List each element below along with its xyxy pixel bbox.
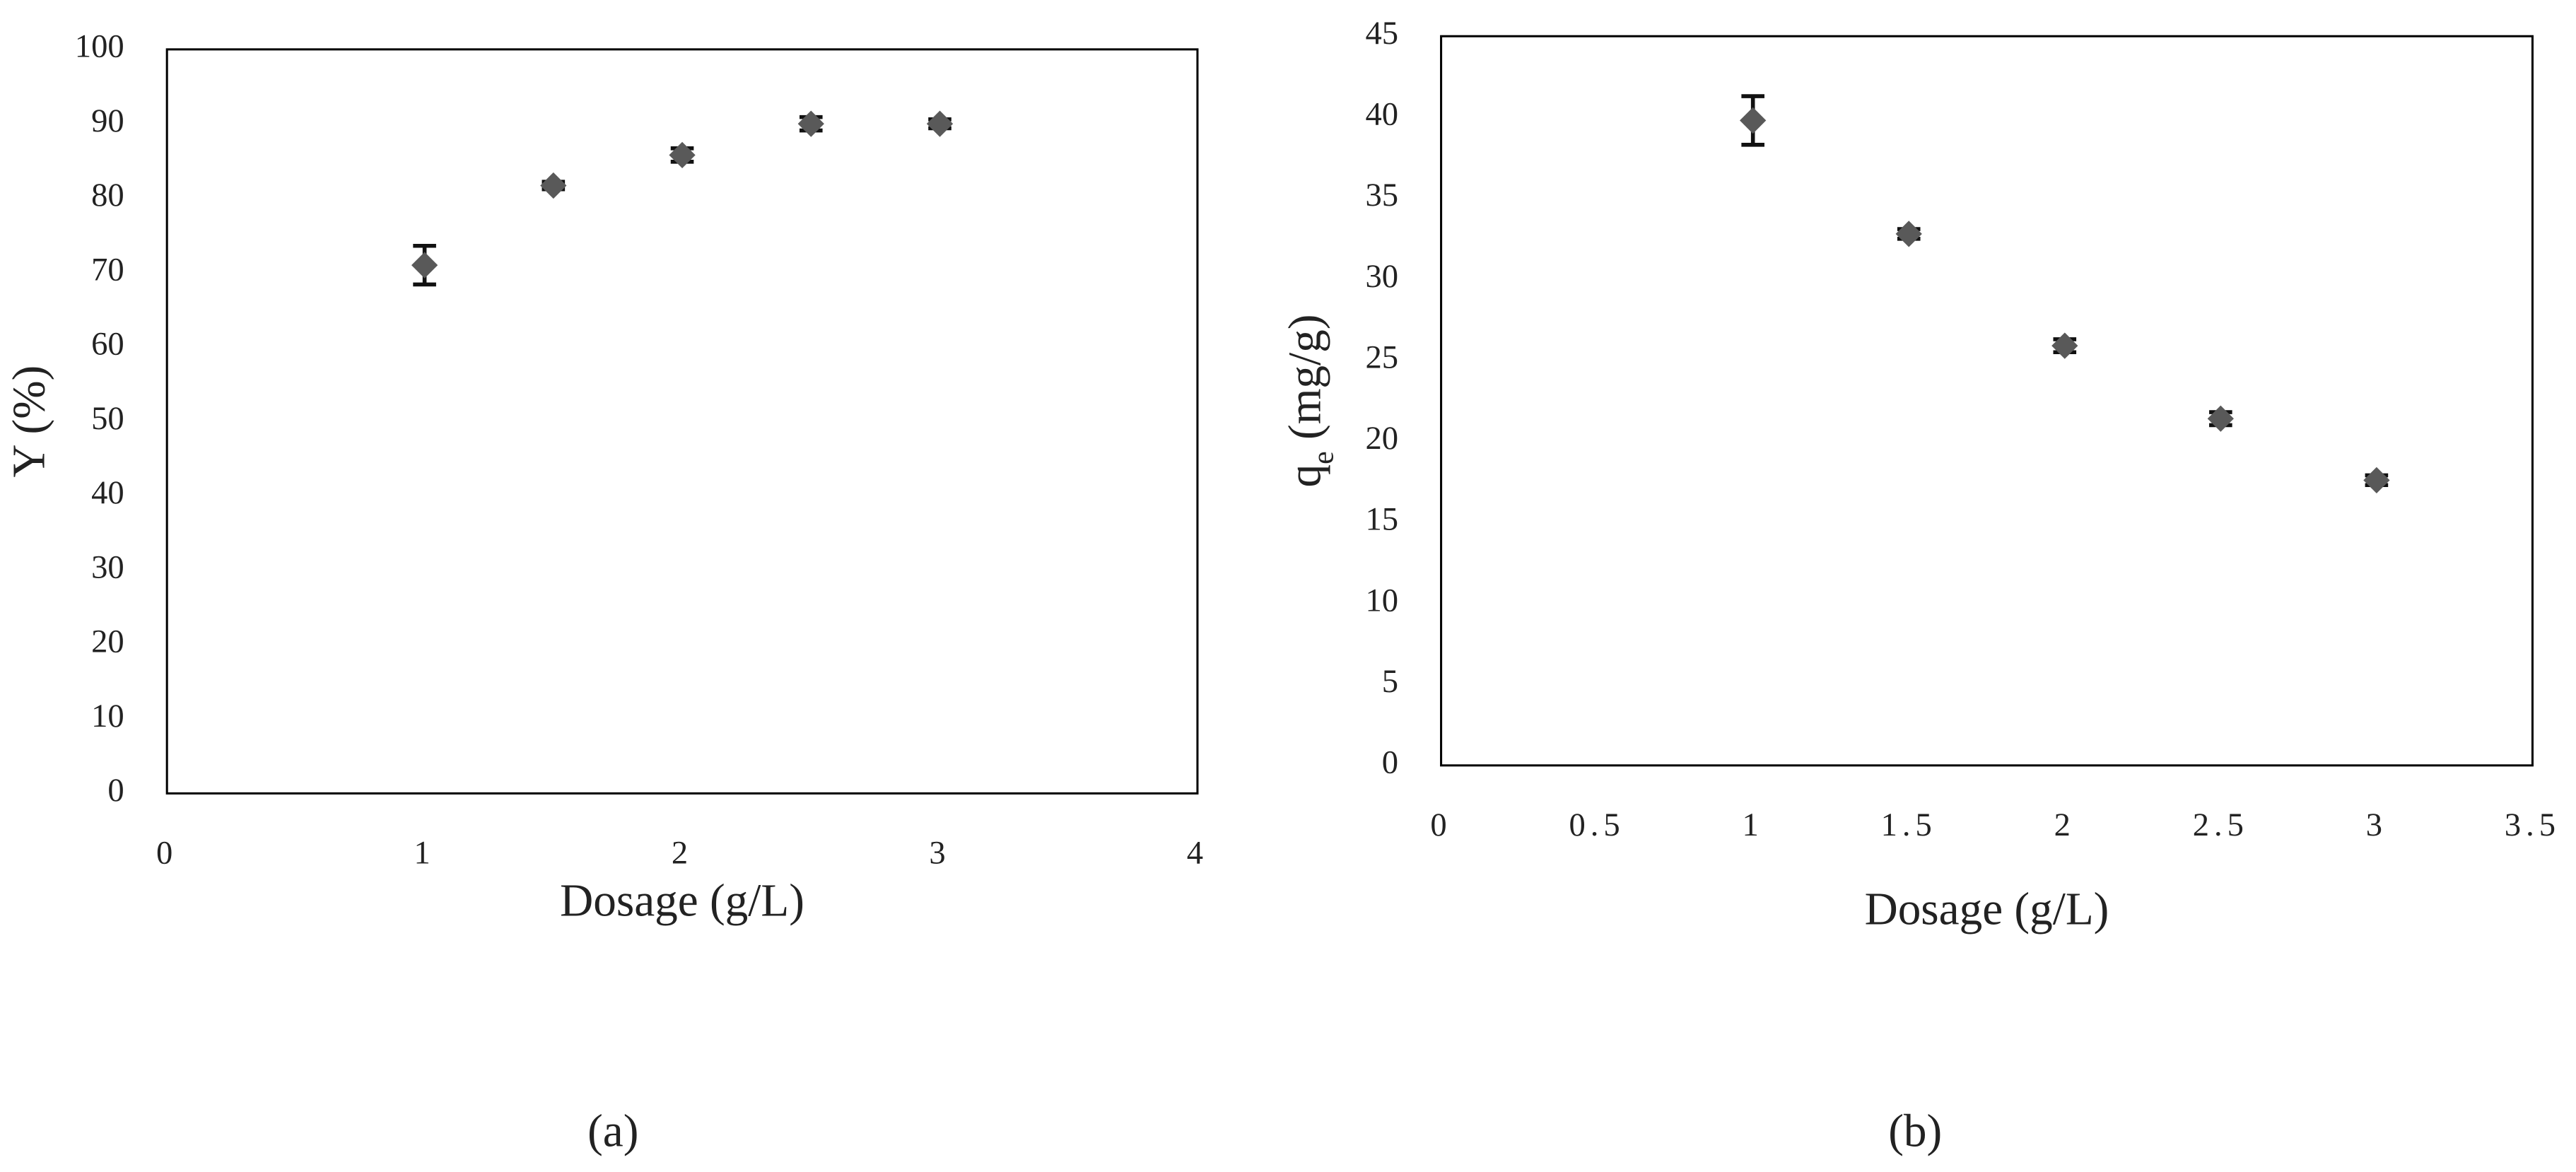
- y-tick-label: 30: [1365, 259, 1398, 295]
- point: [540, 172, 567, 199]
- y-tick-label: 45: [1365, 16, 1398, 52]
- x-tick-label: 0: [1430, 807, 1451, 843]
- point: [1895, 221, 1922, 247]
- x-axis-label: Dosage (g/L): [560, 876, 804, 927]
- x-tick-label: 0: [156, 836, 177, 872]
- point: [926, 110, 954, 137]
- x-tick-label: 3.5: [2505, 807, 2560, 843]
- x-tick-label: 1: [1743, 807, 1764, 843]
- y-axis-label-part: q: [1280, 464, 1330, 488]
- y-axis-label-part: Y (%): [4, 365, 55, 478]
- y-tick-label: 15: [1365, 502, 1398, 538]
- x-tick-label: 1: [414, 836, 435, 872]
- plot-frame: [165, 48, 1199, 795]
- y-tick-label: 100: [75, 29, 124, 65]
- x-tick-label: 3: [2366, 807, 2387, 843]
- y-tick-label: 30: [91, 549, 124, 585]
- y-axis-label-part: e: [1307, 451, 1340, 464]
- y-axis-label: qe (mg/g): [1280, 315, 1340, 488]
- caption: (a): [587, 1106, 638, 1157]
- y-tick-label: 20: [91, 624, 124, 660]
- x-tick-label: 2.5: [2193, 807, 2249, 843]
- y-tick-label: 20: [1365, 421, 1398, 457]
- point: [2051, 332, 2078, 359]
- y-tick-label: 50: [91, 401, 124, 437]
- y-tick-label: 10: [1365, 582, 1398, 619]
- y-tick-label: 70: [91, 252, 124, 288]
- y-tick-label: 0: [107, 773, 124, 809]
- x-tick-label: 2: [672, 836, 693, 872]
- x-tick-label: 1.5: [1881, 807, 1937, 843]
- y-tick-label: 90: [91, 103, 124, 139]
- point: [411, 252, 438, 279]
- y-tick-label: 0: [1382, 745, 1398, 781]
- point: [797, 110, 824, 137]
- x-tick-label: 3: [929, 836, 950, 872]
- x-tick-label: 2: [2054, 807, 2076, 843]
- plot-frame: [1440, 35, 2534, 767]
- y-tick-label: 40: [91, 475, 124, 511]
- y-axis-label-part: (mg/g): [1280, 315, 1330, 452]
- x-axis-label: Dosage (g/L): [1865, 884, 2109, 934]
- y-tick-label: 10: [91, 698, 124, 734]
- y-tick-label: 35: [1365, 177, 1398, 213]
- x-tick-label: 0.5: [1569, 807, 1625, 843]
- y-tick-label: 25: [1365, 339, 1398, 375]
- y-tick-label: 80: [91, 177, 124, 213]
- y-tick-label: 5: [1382, 664, 1398, 700]
- point: [2207, 405, 2234, 432]
- point: [669, 141, 696, 168]
- point: [1740, 107, 1767, 134]
- x-tick-label: 4: [1187, 836, 1208, 872]
- caption: (b): [1888, 1106, 1942, 1157]
- y-tick-label: 40: [1365, 97, 1398, 133]
- y-tick-label: 60: [91, 327, 124, 363]
- y-axis-label: Y (%): [4, 365, 55, 478]
- point: [2363, 467, 2390, 493]
